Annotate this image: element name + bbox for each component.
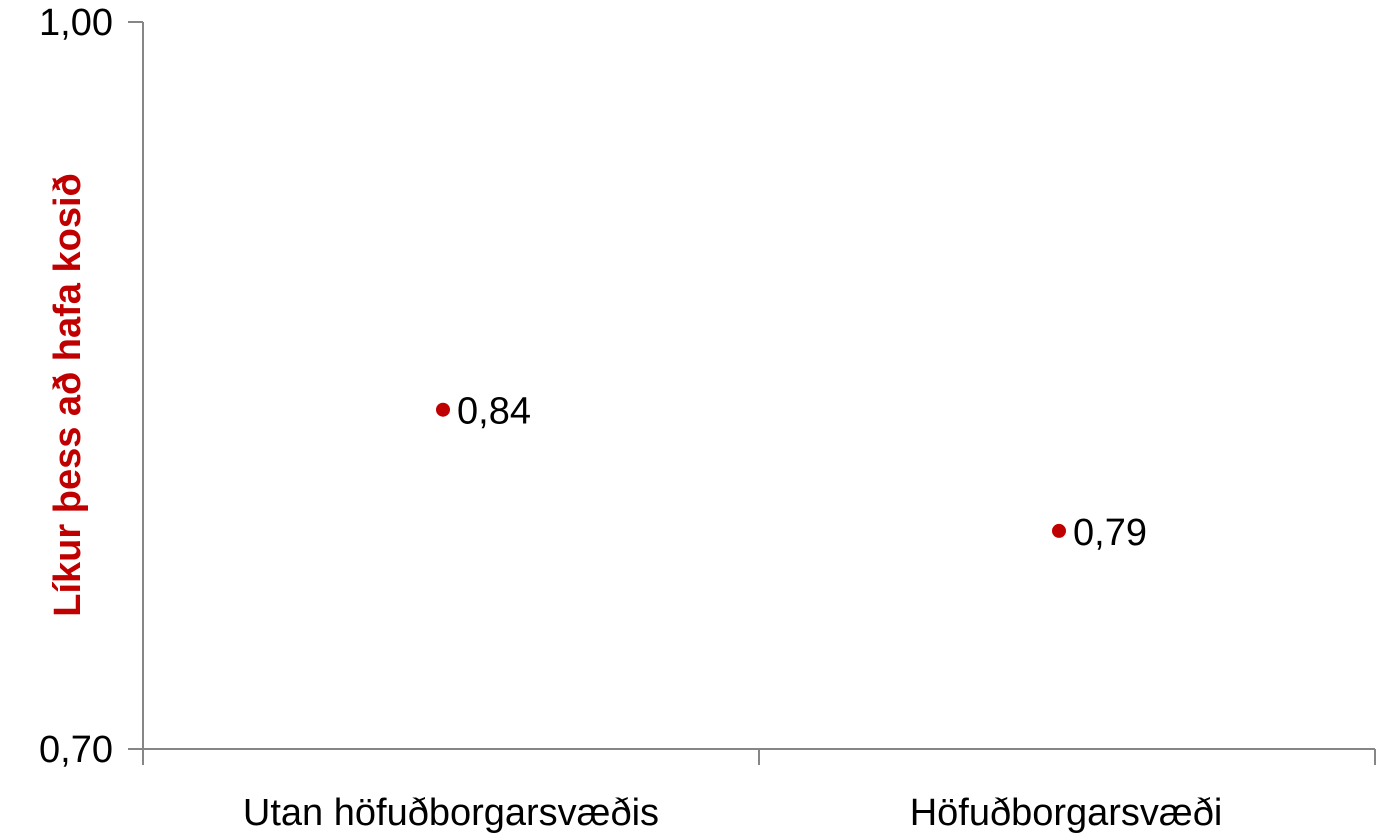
- data-point: [1052, 523, 1066, 538]
- x-category-label: Höfuðborgarsvæði: [910, 792, 1223, 833]
- x-category-label: Utan höfuðborgarsvæðis: [243, 792, 659, 833]
- data-label: 0,79: [1073, 512, 1147, 554]
- data-label: 0,84: [457, 391, 531, 433]
- y-tick-label-min: 0,70: [39, 729, 113, 771]
- data-point: [436, 402, 450, 417]
- y-axis-label: Líkur þess að hafa kosið: [47, 173, 89, 616]
- y-tick-label-max: 1,00: [39, 2, 113, 44]
